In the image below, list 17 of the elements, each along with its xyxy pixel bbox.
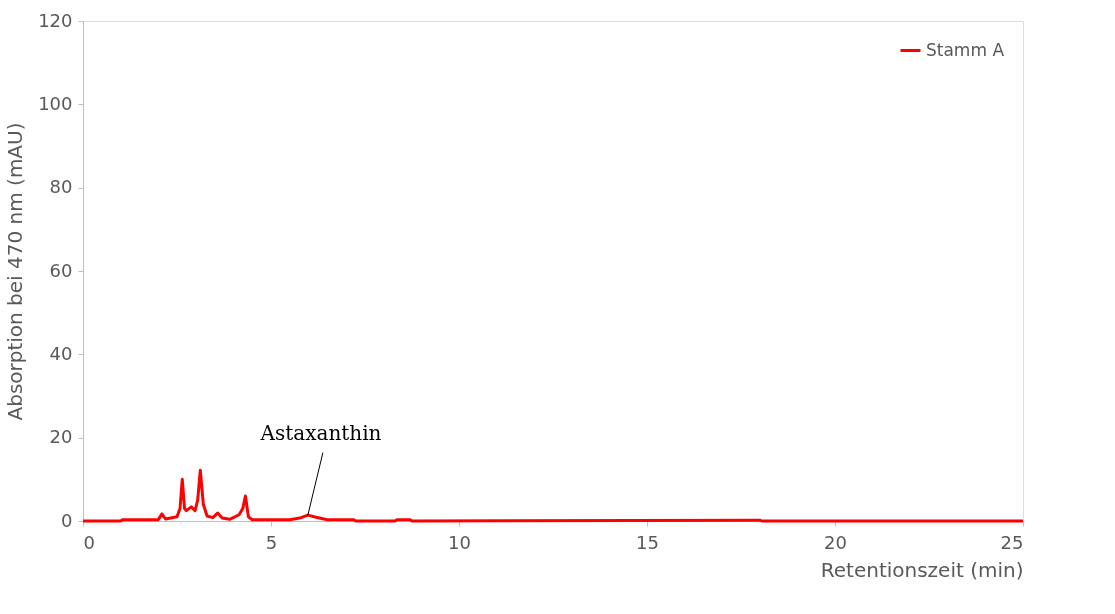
y-tick-label: 100 bbox=[38, 92, 73, 114]
x-tick-label: 10 bbox=[448, 531, 471, 553]
y-axis-title: Absorption bei 470 nm (mAU) bbox=[3, 122, 28, 421]
y-tick-label: 80 bbox=[49, 176, 73, 198]
x-axis-title: Retentionszeit (min) bbox=[820, 557, 1024, 582]
y-tick-label: 40 bbox=[49, 342, 73, 364]
annotation: Astaxanthin bbox=[259, 421, 382, 446]
x-tick-label: 15 bbox=[636, 531, 659, 553]
y-tick-label: 0 bbox=[61, 509, 73, 531]
x-tick-label: 5 bbox=[265, 531, 278, 553]
y-tick-label: 120 bbox=[38, 9, 73, 31]
legend-label: Stamm A bbox=[926, 39, 1005, 60]
y-tick-label: 20 bbox=[49, 426, 73, 448]
x-tick-label: 20 bbox=[824, 531, 847, 553]
y-tick-label: 60 bbox=[49, 259, 73, 281]
x-tick-label: 0 bbox=[83, 531, 95, 553]
x-tick-label: 25 bbox=[1000, 531, 1024, 553]
